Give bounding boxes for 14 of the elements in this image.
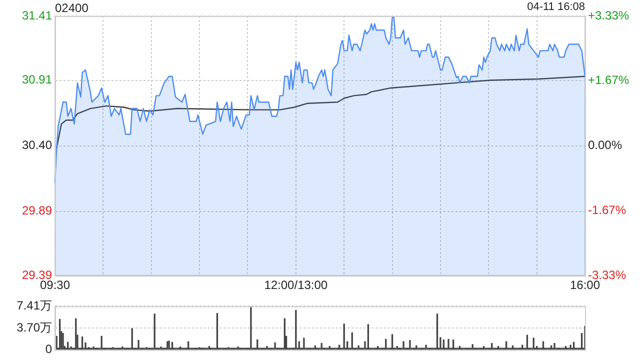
y-tick-label: 29.89 (22, 204, 52, 218)
y-tick-label: 3.70万 (16, 320, 52, 334)
y-tick-label: 0 (45, 342, 52, 356)
y2-tick-label: 0.00% (588, 138, 622, 152)
y-tick-label: 7.41万 (16, 298, 52, 313)
chart-title: 02400 (55, 1, 88, 15)
x-tick-label: 12:00/13:00 (264, 278, 328, 292)
y2-tick-label: +3.33% (588, 8, 630, 22)
y-tick-label: 31.41 (22, 8, 52, 22)
y-tick-label: 30.91 (22, 72, 52, 87)
y-tick-label: 30.40 (22, 138, 52, 152)
text: 04-11 16:08 (527, 1, 585, 13)
y2-tick-label: +1.67% (588, 73, 630, 88)
y2-tick-label: -1.67% (588, 203, 626, 218)
